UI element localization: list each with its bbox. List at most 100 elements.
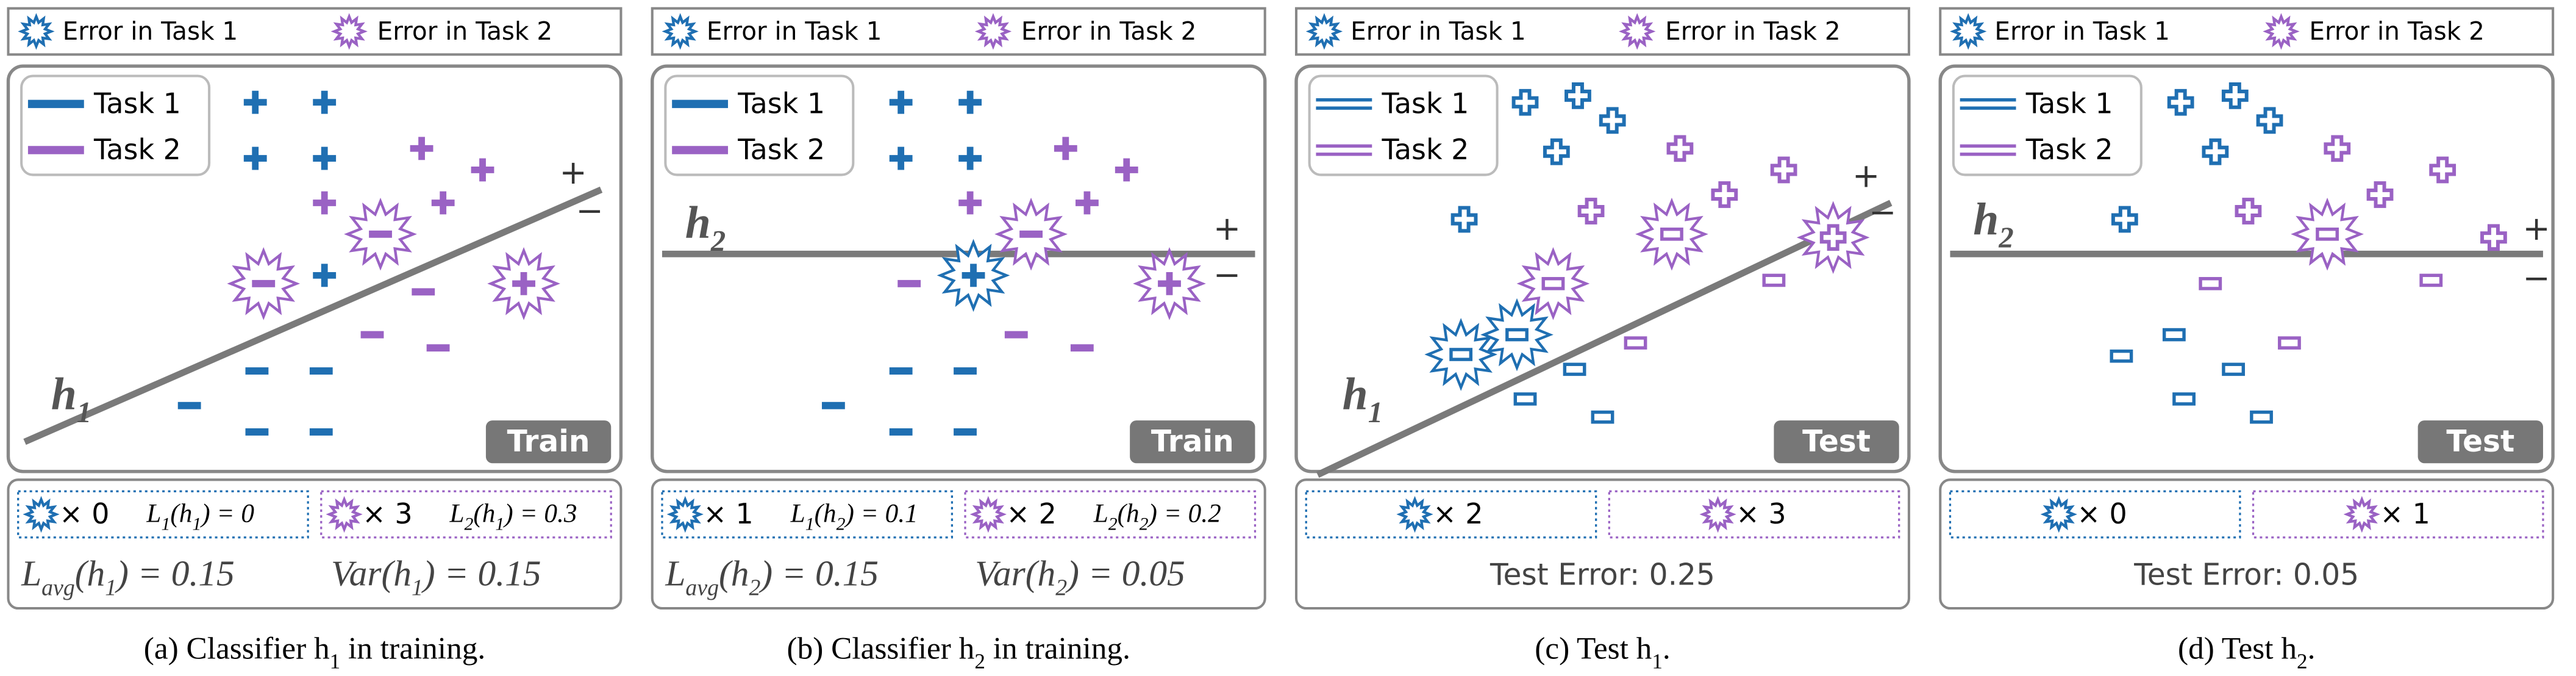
error-star [662, 13, 699, 50]
plus-point [313, 90, 337, 114]
legend-box [1939, 7, 2555, 56]
error-star [23, 495, 60, 533]
caption-part: in training. [985, 631, 1130, 666]
count-label: × 3 [1736, 497, 1786, 530]
caption: (b) Classifier h2 in training. [787, 631, 1130, 673]
error-star [326, 495, 363, 533]
task-label: Task 2 [2025, 133, 2113, 166]
caption-part: 2 [974, 649, 985, 673]
plus-point [889, 146, 913, 170]
minus-point [1563, 362, 1586, 376]
plus-point [1565, 82, 1591, 109]
tag-box [2417, 420, 2543, 464]
minus-point [360, 331, 384, 339]
minus-point [2316, 228, 2339, 241]
loss-formula-part: 2 [1140, 515, 1149, 534]
minus-point [412, 288, 435, 296]
caption-part: in training. [340, 631, 485, 666]
loss-formula: L1(h1) = 0 [146, 499, 254, 534]
summary-formula-part: (h [75, 553, 105, 593]
classifier-label: h2 [1973, 195, 2013, 254]
caption-part: 1 [330, 649, 341, 673]
plus-point [958, 90, 982, 114]
error-star [974, 13, 1012, 50]
loss-formula-part: 1 [495, 515, 504, 534]
loss-formula-part: (h [1118, 499, 1140, 528]
minus-point [889, 428, 913, 436]
plus-point [1577, 198, 1605, 225]
classifier-label: h1 [1343, 369, 1383, 429]
count-box [1305, 490, 1597, 539]
classifier-label-part: 2 [710, 225, 726, 257]
minus-point [245, 428, 269, 436]
plus-point [2256, 107, 2283, 134]
classifier-label-part: h [1343, 369, 1368, 420]
loss-formula-part: ) = 0 [199, 499, 254, 528]
tag-label: Train [1151, 425, 1234, 459]
summary-formula-part: Var(h [975, 553, 1055, 593]
error-star [2040, 495, 2077, 533]
plus-point [313, 191, 337, 215]
minus-point [1660, 228, 1683, 241]
minus-point [1762, 273, 1786, 287]
count-box [1608, 490, 1900, 539]
plus-point [243, 90, 267, 114]
loss-formula-part: L [146, 499, 161, 528]
summary-formula: Lavg(h1) = 0.15 [21, 553, 235, 600]
classifier-label-part: 1 [1368, 396, 1383, 429]
legend-label: Error in Task 1 [1994, 16, 2170, 46]
classifier-label: h1 [51, 369, 91, 429]
tag-label: Train [507, 425, 590, 459]
legend-box [1294, 7, 1910, 56]
plus-point [1711, 181, 1738, 208]
minus-point [177, 401, 201, 409]
minus-side: − [1213, 256, 1241, 294]
task-label: Task 2 [93, 133, 181, 166]
task-label: Task 1 [737, 87, 825, 120]
plus-point [512, 271, 535, 295]
summary-formula-part: ) = 0.15 [115, 553, 235, 593]
minus-point [245, 367, 269, 375]
summary-formula-part: avg [41, 575, 75, 600]
loss-formula-part: ) = 0.3 [502, 499, 577, 528]
caption: (a) Classifier h1 in training. [144, 631, 485, 673]
loss-formula-part: ) = 0.2 [1147, 499, 1221, 528]
summary-formula-part: ) = 0.15 [421, 553, 541, 593]
count-box [17, 490, 309, 539]
error-star [2343, 495, 2380, 533]
error-star [1699, 495, 1736, 533]
error-star [330, 13, 368, 50]
plus-point [1054, 137, 1077, 160]
minus-point [954, 428, 977, 436]
minus-point [2172, 392, 2196, 406]
minus-point [1449, 348, 1473, 361]
legend-label: Error in Task 1 [1350, 16, 1526, 46]
summary-formula-part: 2 [1055, 575, 1067, 600]
classifier-label-part: h [1973, 195, 1999, 245]
plus-point [313, 264, 337, 287]
tag-box [1130, 420, 1255, 464]
task-label: Task 2 [737, 133, 825, 166]
plus-point [313, 146, 337, 170]
decision-boundary [23, 186, 603, 445]
task-label: Task 1 [1381, 87, 1469, 120]
panel: Error in Task 1 Error in Task 2 Task 1 Task… [651, 7, 1267, 673]
caption-part: (b) Classifier h [787, 631, 975, 666]
plus-point [1158, 271, 1181, 295]
minus-point [252, 279, 276, 287]
minus-point [1541, 277, 1565, 290]
decision-boundary [1316, 200, 1893, 478]
loss-formula-part: L [790, 499, 805, 528]
legend-box [651, 7, 1266, 56]
count-box [320, 490, 612, 539]
minus-point [369, 230, 392, 238]
tag-box [485, 420, 612, 464]
minus-point [1591, 410, 1614, 424]
plus-point [958, 146, 982, 170]
count-label: × 2 [1007, 497, 1057, 530]
minus-point [309, 367, 333, 375]
minus-side: − [2523, 259, 2550, 297]
minus-point [2419, 273, 2443, 287]
plus-side: + [1213, 209, 1241, 248]
